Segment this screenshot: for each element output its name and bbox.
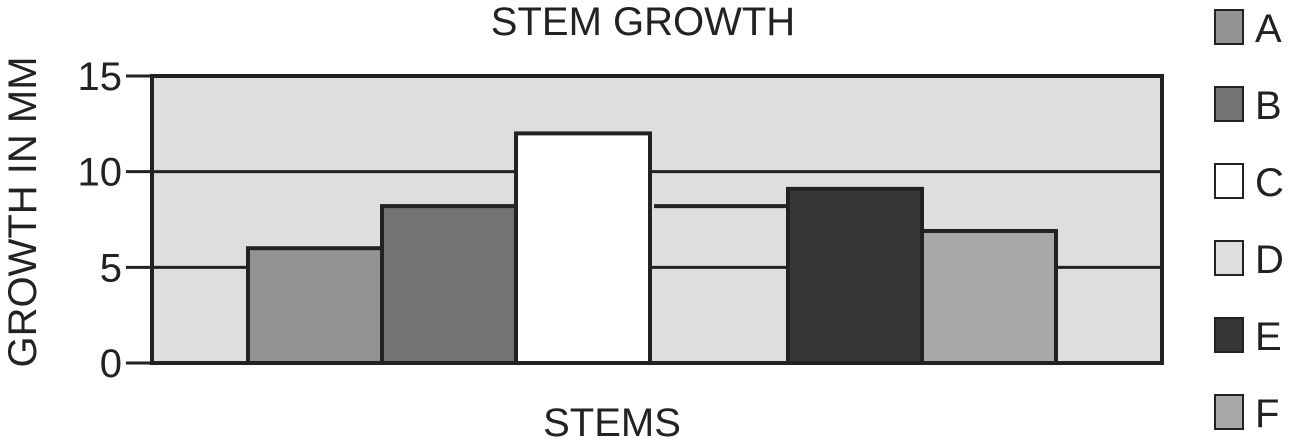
- chart-title: STEM GROWTH: [491, 0, 795, 44]
- legend-swatch-B: [1214, 86, 1244, 122]
- legend-label-E: E: [1255, 315, 1282, 359]
- legend-label-F: F: [1255, 392, 1279, 436]
- legend-swatch-E: [1214, 317, 1244, 353]
- y-tick-label-15: 15: [78, 55, 123, 99]
- bar-E: [786, 186, 924, 365]
- y-tick-label-10: 10: [78, 151, 123, 195]
- y-tick-label-5: 5: [100, 246, 122, 290]
- y-axis-title: GROWTH IN MM: [1, 56, 45, 367]
- bar-F: [920, 228, 1058, 365]
- legend-label-B: B: [1255, 84, 1282, 128]
- x-axis-title: STEMS: [543, 401, 681, 442]
- bar-B: [380, 204, 518, 365]
- bars: [246, 131, 1058, 365]
- y-axis-ticks: 0 5 10 15: [78, 55, 152, 386]
- bar-C: [514, 131, 652, 365]
- y-tick-label-0: 0: [100, 342, 122, 386]
- legend-swatch-F: [1214, 394, 1244, 430]
- legend-swatch-D: [1214, 240, 1244, 276]
- legend-label-A: A: [1255, 7, 1282, 51]
- legend-swatch-C: [1214, 163, 1244, 199]
- legend-label-C: C: [1255, 161, 1284, 205]
- legend-label-D: D: [1255, 238, 1284, 282]
- legend-swatch-A: [1214, 9, 1244, 45]
- bar-A: [246, 246, 384, 365]
